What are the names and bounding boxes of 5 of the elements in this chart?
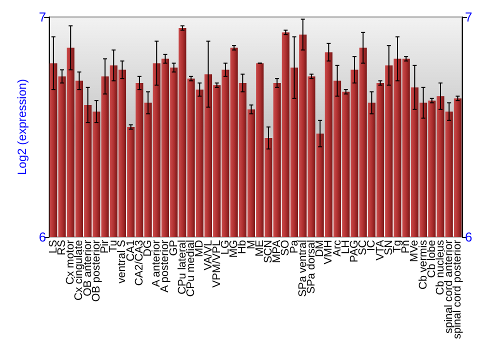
y2-tick-label: 6 [465,229,472,244]
x-tick-label: OB posterior [90,240,102,302]
x-tick-label: Tg [391,240,404,253]
y2-tick-label: 7 [465,10,472,24]
y-axis-title: Log2 (expression) [15,78,29,176]
